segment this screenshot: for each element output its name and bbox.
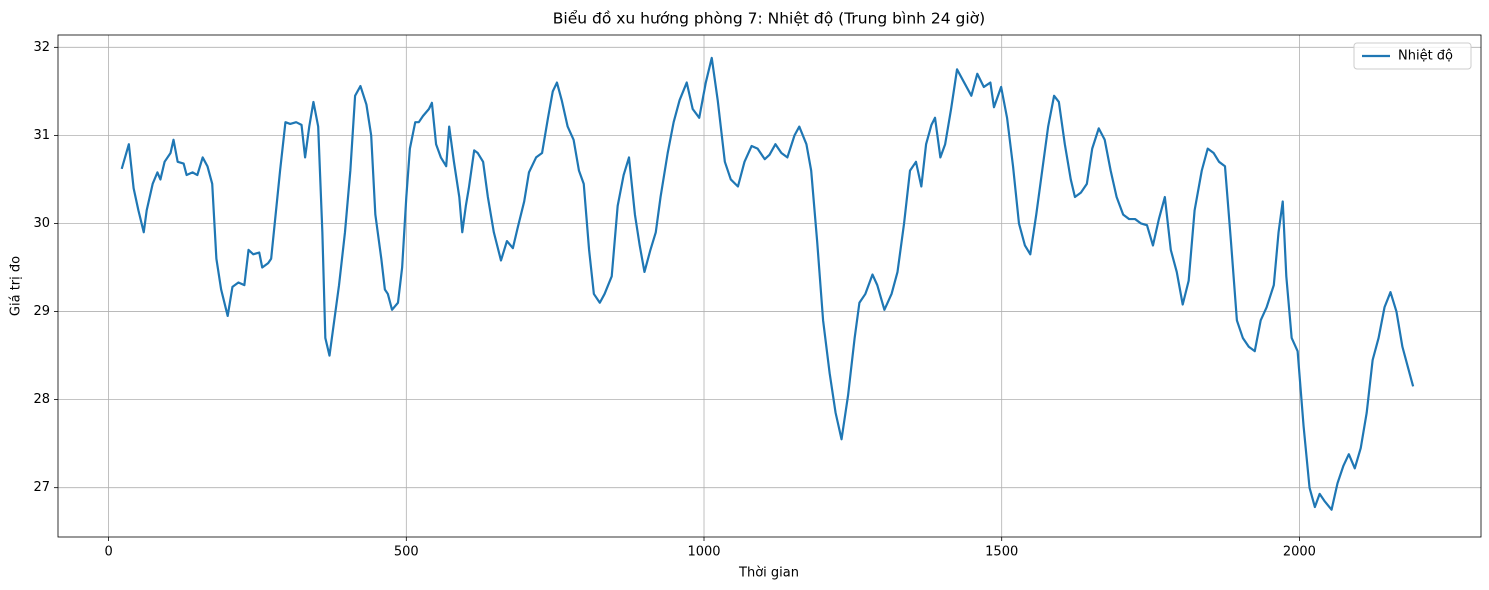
y-tick-label: 30 — [33, 216, 50, 231]
chart-title: Biểu đồ xu hướng phòng 7: Nhiệt độ (Trun… — [553, 10, 985, 28]
x-axis-label: Thời gian — [738, 566, 799, 581]
y-tick-label: 28 — [33, 392, 50, 407]
data-layer — [120, 56, 1415, 511]
legend-label: Nhiệt độ — [1398, 49, 1453, 64]
grid-layer — [58, 35, 1481, 537]
y-tick-label: 32 — [33, 40, 50, 55]
y-tick-label: 31 — [33, 128, 50, 143]
legend-box — [1353, 42, 1472, 70]
plot-frame — [57, 34, 1482, 538]
x-tick-label: 1000 — [687, 545, 720, 560]
x-tick-label: 1500 — [985, 545, 1018, 560]
y-tick-label: 29 — [33, 304, 50, 319]
line-series — [120, 56, 1415, 511]
x-tick-label: 0 — [104, 545, 112, 560]
x-tick-label: 2000 — [1283, 545, 1316, 560]
y-axis-label: Giá trị đo — [9, 256, 24, 316]
y-tick-label: 27 — [33, 480, 50, 495]
x-tick-label: 500 — [394, 545, 419, 560]
legend: Nhiệt độ — [1353, 42, 1472, 70]
